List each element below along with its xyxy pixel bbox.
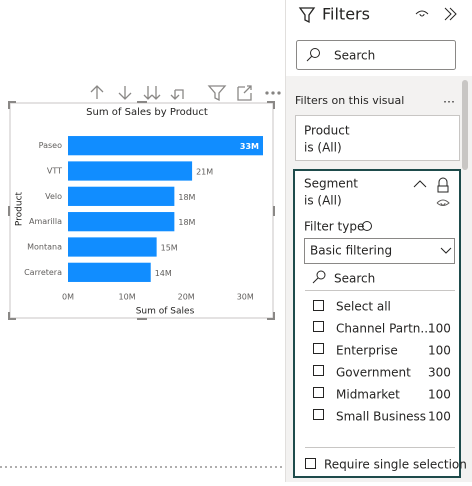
bar <box>68 186 175 206</box>
item-count: 100 <box>428 344 451 358</box>
collapse-pane[interactable] <box>444 7 457 21</box>
search-icon <box>312 277 319 284</box>
bar <box>68 136 263 156</box>
dropdown-chevron <box>440 247 452 254</box>
item-count: 100 <box>428 388 451 402</box>
checkbox[interactable] <box>305 458 316 469</box>
item-count: 100 <box>428 322 451 336</box>
pane-title: Filters <box>322 5 370 24</box>
checkbox[interactable] <box>313 343 324 354</box>
filter-icon <box>298 7 316 24</box>
visual-toolbar[interactable] <box>90 85 281 102</box>
y-tick-label: VTT <box>47 167 62 176</box>
y-axis-label: Product <box>15 191 25 226</box>
y-tick-label: Velo <box>45 192 62 201</box>
chart: Sum of Sales by Product Sum of Sales Pro… <box>15 107 263 317</box>
x-tick-label: 30M <box>237 293 254 302</box>
data-label: 18M <box>178 193 195 202</box>
filter-type-dropdown[interactable] <box>304 238 455 264</box>
item-label[interactable]: Midmarket <box>336 388 400 402</box>
item-label[interactable]: Enterprise <box>336 344 398 358</box>
data-label: 14M <box>155 269 172 278</box>
item-label[interactable]: Small Business <box>336 410 426 424</box>
more-options[interactable]: … <box>443 92 455 106</box>
x-axis-label: Sum of Sales <box>136 307 195 317</box>
filter-type-label: Filter type <box>304 220 364 234</box>
x-tick-label: 10M <box>119 293 136 302</box>
y-tick-label: Paseo <box>39 141 62 150</box>
x-tick-label: 0M <box>62 293 74 302</box>
data-label: 18M <box>178 218 195 227</box>
checkbox[interactable] <box>313 365 324 376</box>
item-count: 300 <box>428 366 451 380</box>
x-tick-label: 20M <box>178 293 195 302</box>
item-label[interactable]: Government <box>336 366 411 380</box>
visibility-icon[interactable] <box>436 199 450 206</box>
checkbox[interactable] <box>313 300 324 311</box>
chart-title: Sum of Sales by Product <box>86 107 208 118</box>
collapse-card[interactable] <box>413 180 427 188</box>
visibility-toggle[interactable] <box>415 10 429 17</box>
bar <box>68 161 193 181</box>
card-field: Segment <box>304 177 358 191</box>
lock-icon[interactable] <box>437 177 449 193</box>
bar <box>68 212 175 232</box>
card-state: is (All) <box>304 141 342 155</box>
card-state: is (All) <box>304 194 342 208</box>
visual-frame[interactable] <box>9 102 274 319</box>
y-tick-label: Carretera <box>24 268 62 277</box>
search-icon <box>310 48 320 58</box>
search-box[interactable] <box>296 40 456 70</box>
item-count: 100 <box>428 410 451 424</box>
section-header: Filters on this visual <box>295 94 404 107</box>
filter-card[interactable] <box>295 115 460 161</box>
bar <box>68 237 157 257</box>
search-icon <box>316 270 326 280</box>
filter-type-value[interactable]: Basic filtering <box>310 244 392 258</box>
y-tick-label: Montana <box>27 243 62 252</box>
list-search[interactable]: Search <box>334 272 375 286</box>
select-all[interactable]: Select all <box>336 300 391 314</box>
search-icon <box>306 55 313 62</box>
search-placeholder[interactable]: Search <box>334 49 375 63</box>
resize-handles <box>8 101 275 320</box>
require-single[interactable]: Require single selection <box>324 458 467 472</box>
card-field: Product <box>304 124 350 138</box>
item-label[interactable]: Channel Partn... <box>336 322 432 336</box>
data-label: 33M <box>240 142 259 151</box>
scrollbar[interactable] <box>462 80 468 170</box>
checkbox[interactable] <box>313 387 324 398</box>
checkbox[interactable] <box>313 321 324 332</box>
data-label: 21M <box>196 168 213 177</box>
checkbox[interactable] <box>313 409 324 420</box>
data-label: 15M <box>161 244 178 253</box>
info-icon[interactable] <box>362 221 372 231</box>
y-tick-label: Amarilla <box>29 217 62 226</box>
bar <box>68 262 151 282</box>
